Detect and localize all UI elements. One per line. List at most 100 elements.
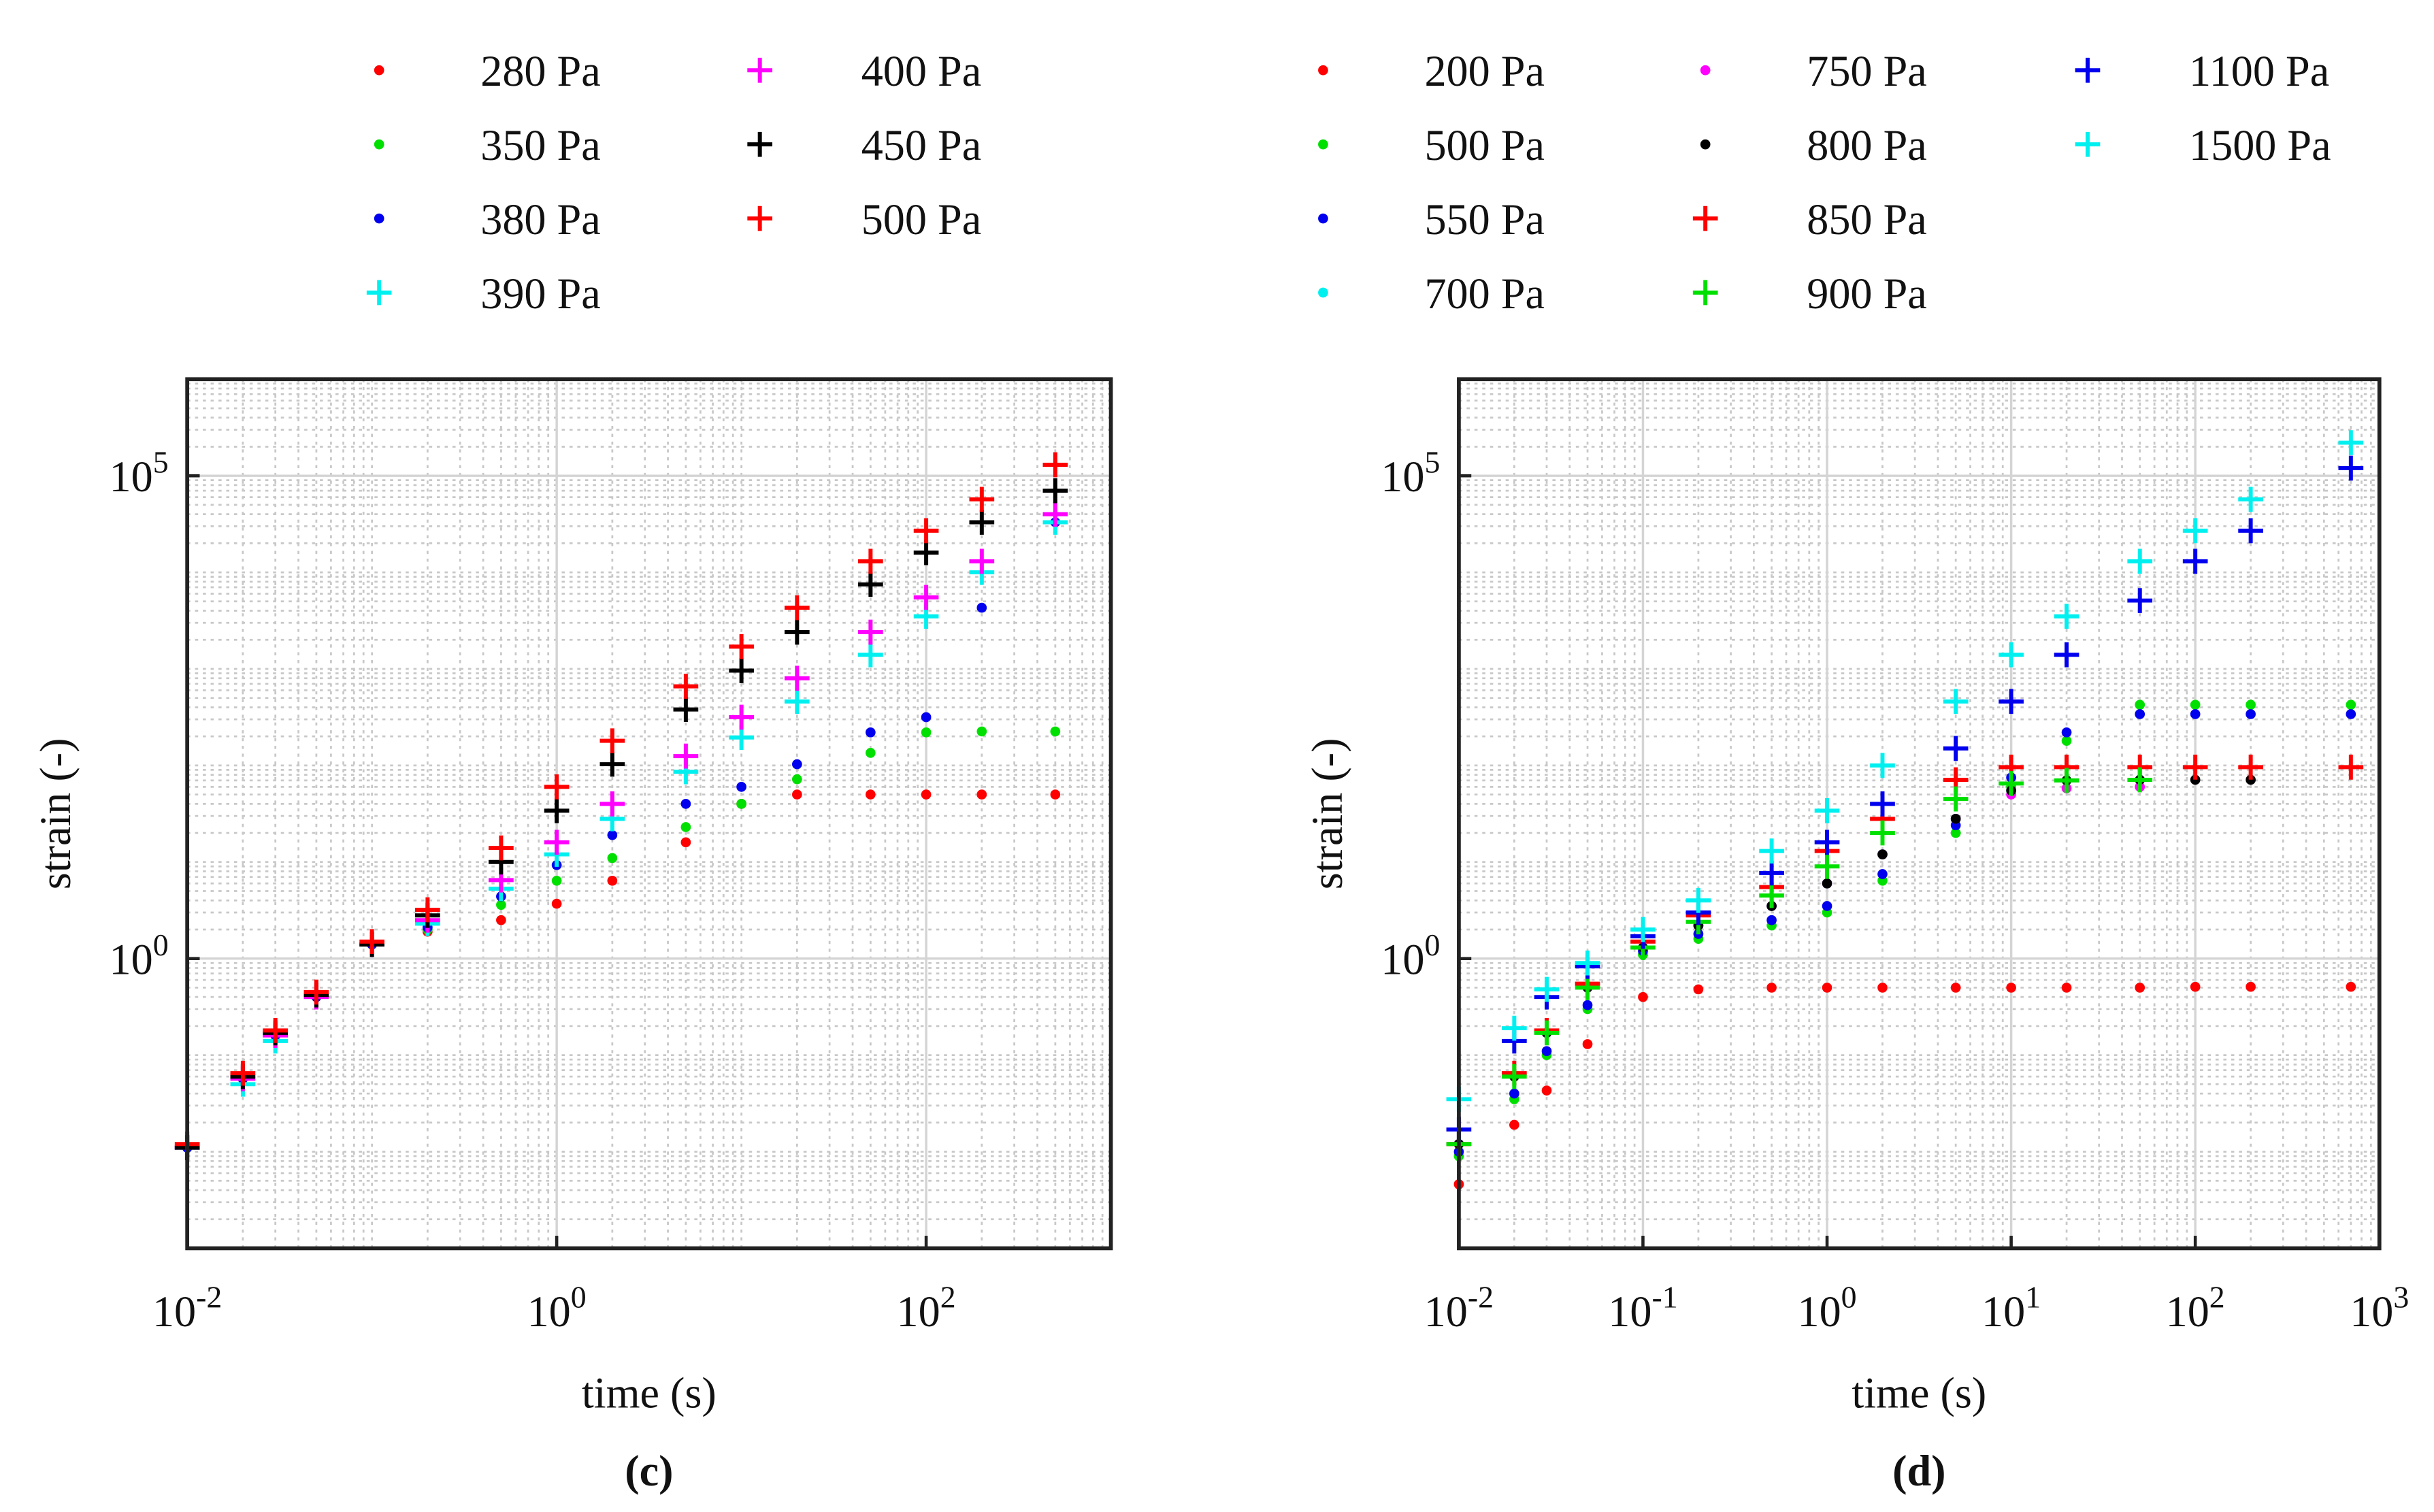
dot-marker [680,822,691,832]
dot-marker [2246,700,2256,710]
dot-marker [1638,991,1648,1002]
y-tick-label: 105 [1381,445,1440,502]
plus-marker [599,728,625,754]
legend-label: 1100 Pa [2189,47,2329,95]
plus-marker [263,1018,289,1043]
x-tick-label: 103 [2350,1280,2409,1336]
plot-frame [185,377,1113,1251]
dot-marker [1877,983,1888,993]
y-tick-label: 100 [110,927,169,984]
plus-marker [784,665,810,691]
plus-marker [729,658,754,683]
plus-marker [784,689,810,714]
plus-marker [1814,829,1840,855]
plus-marker [2054,768,2079,793]
legend-label: 850 Pa [1807,195,1927,244]
legend-marker [374,139,384,150]
plus-marker [858,572,883,597]
plus-marker [784,619,810,645]
dot-marker [2346,709,2356,719]
plus-marker [1630,917,1656,942]
dot-marker [921,727,932,738]
plus-marker [544,829,570,855]
plus-marker [1502,1015,1527,1041]
dot-marker [976,789,987,800]
plus-marker [729,704,754,730]
plus-marker [2127,548,2153,574]
plus-marker [729,634,754,659]
legend-label: 450 Pa [861,121,982,169]
dot-marker [2061,736,2072,746]
plus-marker [913,585,939,610]
dot-marker [866,748,876,758]
plus-marker [673,697,699,722]
plus-marker [673,674,699,699]
x-tick-label: 100 [527,1280,587,1336]
x-axis-label: time (s) [1852,1368,1986,1417]
dot-marker [1582,1039,1593,1049]
x-tick-label: 102 [2166,1280,2225,1336]
legend-label: 500 Pa [1424,121,1545,169]
plus-marker [2182,518,2208,544]
plus-marker [858,619,883,645]
plus-marker [2338,755,2364,780]
dot-marker [2346,981,2356,992]
dot-marker [2346,700,2356,710]
dot-marker [1822,983,1832,993]
legend-marker [1318,139,1328,150]
plus-marker [1502,1064,1527,1089]
dot-marker [1950,814,1961,824]
plus-marker [1999,689,2024,714]
dot-marker [607,875,618,886]
dot-marker [680,837,691,848]
dot-marker [2190,709,2201,719]
plus-marker [230,1060,256,1086]
dot-marker [2246,709,2256,719]
dot-marker [866,727,876,738]
plus-marker [1759,883,1784,908]
plus-marker [2238,487,2263,512]
dot-marker [680,799,691,809]
dot-marker [551,875,562,886]
dot-marker [1541,1085,1552,1096]
plus-marker [599,791,625,817]
legend-marker [366,280,392,306]
dot-marker [1766,983,1777,993]
legend-label: 900 Pa [1807,269,1927,318]
legend-marker [374,65,384,76]
plus-marker [1575,975,1600,1000]
dot-marker [1822,878,1832,889]
y-axis-label: strain (-) [1303,738,1351,889]
dot-marker [1582,1000,1593,1010]
legend-marker [2075,131,2101,157]
dot-marker [921,789,932,800]
panel-label: (c) [625,1447,673,1495]
dot-marker [2246,774,2256,785]
legend-label: 280 Pa [480,47,601,95]
plus-marker [2238,518,2263,544]
plus-marker [858,548,883,574]
plus-marker [599,751,625,777]
plus-marker [2338,455,2364,481]
dot-marker [1050,726,1061,737]
legend-label: 380 Pa [480,195,601,244]
plus-marker [359,929,384,955]
x-tick-label: 101 [1981,1280,2041,1336]
dot-marker [2190,700,2201,710]
legend-marker [1318,213,1328,224]
dot-marker [2135,709,2145,719]
dot-marker [2135,700,2145,710]
plus-marker [673,743,699,769]
legend-marker [747,57,773,83]
legend-label: 800 Pa [1807,121,1927,169]
dot-marker [791,759,802,770]
plus-marker [303,979,329,1005]
dot-marker [1509,1088,1519,1099]
dot-marker [791,789,802,800]
legend-marker [747,206,773,231]
plus-marker [1943,736,1969,761]
legend-marker [1700,65,1711,76]
dot-marker [551,898,562,909]
plus-marker [2054,604,2079,629]
legend-marker [1692,280,1718,306]
